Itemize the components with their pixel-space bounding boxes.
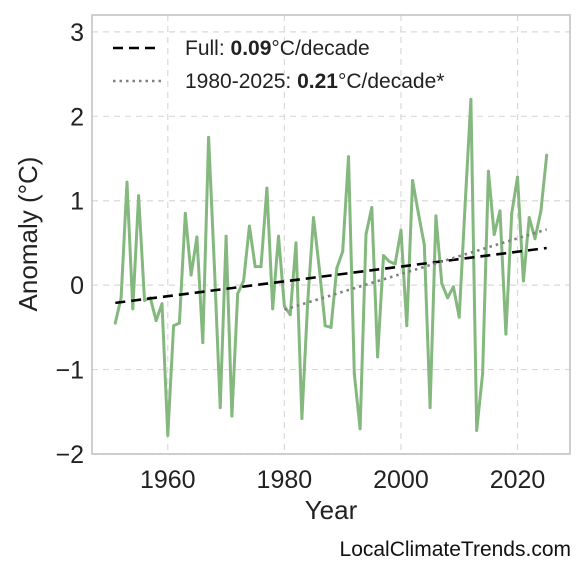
data-point: [259, 265, 263, 269]
data-point: [486, 169, 490, 173]
data-point: [195, 235, 199, 239]
data-point: [323, 324, 327, 328]
data-point: [446, 296, 450, 300]
data-point: [189, 273, 193, 277]
data-point: [364, 233, 368, 236]
y-tick-label: −2: [55, 441, 84, 469]
data-point: [434, 214, 438, 218]
data-point: [475, 428, 479, 432]
plot-frame: [91, 14, 571, 455]
data-point: [230, 414, 234, 418]
data-point: [405, 324, 409, 328]
data-point: [411, 179, 415, 182]
data-point: [242, 279, 246, 283]
data-point: [504, 332, 508, 336]
data-point: [253, 265, 257, 269]
data-point: [160, 302, 164, 306]
data-point: [282, 304, 286, 308]
data-point: [212, 265, 216, 269]
x-axis-ticks: 1960 1980 2000 2020: [140, 466, 545, 494]
data-point: [288, 313, 292, 317]
data-point: [382, 254, 385, 258]
data-point: [131, 307, 135, 311]
data-point: [527, 216, 531, 220]
data-point: [143, 298, 146, 302]
data-point: [312, 216, 315, 220]
data-point: [265, 186, 269, 190]
data-point: [416, 211, 420, 215]
data-point: [539, 209, 543, 213]
data-point: [172, 324, 176, 328]
data-point: [224, 234, 228, 238]
data-point: [294, 241, 298, 245]
y-tick-label: 0: [70, 272, 84, 300]
data-point: [510, 211, 514, 215]
full-trend-line: [115, 246, 547, 305]
legend-recent-label: 1980-2025: 0.21°C/decade*: [185, 70, 444, 93]
data-point: [329, 325, 333, 329]
data-point: [201, 341, 205, 345]
data-point: [545, 153, 549, 157]
data-point: [498, 209, 502, 213]
data-point: [352, 372, 356, 376]
data-point: [300, 417, 304, 420]
data-point: [154, 319, 158, 323]
series-points: [113, 97, 549, 437]
x-axis-title: Year: [305, 495, 358, 525]
data-point: [533, 237, 537, 241]
data-point: [481, 372, 485, 376]
data-point: [236, 292, 240, 296]
x-tick-label: 1980: [257, 466, 313, 494]
data-point: [457, 315, 461, 319]
data-point: [492, 233, 496, 236]
y-tick-label: 1: [70, 188, 84, 216]
data-point: [393, 262, 397, 266]
x-tick-label: 2020: [490, 466, 546, 494]
data-point: [516, 175, 519, 179]
data-point: [247, 224, 251, 228]
data-point: [137, 194, 141, 198]
data-point: [463, 203, 467, 207]
data-point: [218, 406, 222, 410]
data-point: [125, 180, 129, 184]
recent-trend-line: [283, 228, 548, 311]
data-point: [347, 155, 350, 159]
y-axis-title: Anomaly (°C): [13, 157, 43, 312]
data-point: [306, 300, 310, 304]
y-tick-label: 3: [70, 19, 84, 47]
x-tick-label: 1960: [140, 466, 196, 494]
data-point: [428, 406, 432, 410]
data-point: [183, 211, 187, 215]
data-point: [271, 307, 275, 311]
data-point: [376, 355, 380, 359]
data-point: [177, 321, 181, 325]
anomaly-series-line: [113, 97, 549, 437]
data-point: [317, 266, 321, 270]
data-point: [440, 282, 444, 285]
data-point: [207, 135, 211, 139]
y-tick-label: −1: [55, 357, 84, 385]
data-point: [521, 279, 525, 283]
data-point: [277, 234, 280, 238]
data-point: [422, 243, 426, 247]
x-tick-label: 2000: [373, 466, 429, 494]
site-credit: LocalClimateTrends.com: [339, 538, 571, 561]
data-point: [451, 285, 455, 289]
data-point: [113, 321, 117, 325]
data-point: [387, 260, 391, 263]
data-point: [358, 427, 362, 431]
data-point: [370, 206, 374, 209]
y-axis-ticks: −2 −1 0 1 2 3: [55, 19, 84, 469]
legend-full-label: Full: 0.09°C/decade: [185, 37, 370, 60]
data-point: [469, 97, 473, 101]
y-tick-label: 2: [70, 103, 84, 131]
legend: Full: 0.09°C/decade 1980-2025: 0.21°C/de…: [113, 37, 444, 93]
data-point: [341, 249, 345, 253]
data-point: [119, 296, 123, 300]
data-point: [399, 228, 403, 232]
data-point: [335, 266, 339, 270]
data-point: [166, 433, 170, 437]
